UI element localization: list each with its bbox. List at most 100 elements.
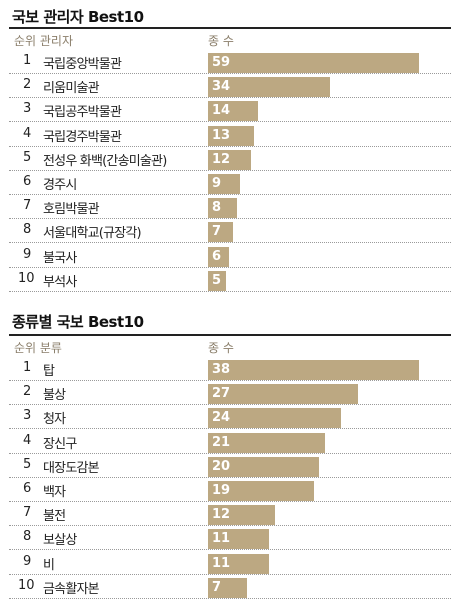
value-label: 12: [212, 151, 231, 167]
rank-label: 8: [23, 529, 32, 545]
category-label: 청자: [43, 412, 66, 428]
category-label: 불전: [43, 509, 66, 525]
category-label: 부석사: [43, 274, 77, 290]
chart-title: 국보 관리자 Best10: [12, 8, 144, 26]
bar: [208, 505, 275, 526]
category-label: 불국사: [43, 250, 77, 266]
bar-row: 5 전성우 화백(간송미술관) 12: [9, 146, 451, 171]
category-label: 국립경주박물관: [43, 129, 122, 145]
value-label: 19: [212, 483, 231, 498]
rank-label: 10: [18, 577, 35, 593]
category-label: 국립공주박물관: [43, 105, 122, 121]
bar: [208, 149, 251, 170]
bar-row: 4 국립경주박물관 13: [9, 122, 451, 147]
header-rule: [9, 27, 451, 29]
bar: [208, 174, 241, 194]
bar-row: 7 불전 12: [9, 501, 451, 527]
category-label: 리움미술관: [43, 81, 100, 97]
bar: [208, 481, 314, 501]
rank-label: 3: [23, 408, 32, 424]
category-label: 보살상: [43, 533, 77, 549]
rank-column-header: 순위 분류: [14, 341, 62, 355]
rank-label: 4: [23, 432, 32, 448]
value-label: 24: [212, 410, 231, 426]
value-label: 20: [212, 458, 231, 474]
rank-label: 7: [23, 505, 32, 521]
bar: [208, 360, 419, 380]
value-column-header: 종 수: [208, 34, 234, 48]
bar: [208, 101, 259, 122]
value-label: 5: [212, 272, 222, 288]
chart-panel-type: 종류별 국보 Best10 순위 분류 종 수 1 탑 38 2 불상 27 3 청자 24 4 장…: [0, 306, 457, 604]
category-label: 국립중앙박물관: [43, 57, 122, 72]
rank-label: 4: [23, 125, 32, 141]
bar: [208, 432, 325, 453]
rank-column-header: 순위 관리자: [14, 34, 74, 48]
rank-label: 7: [23, 198, 32, 214]
bar-row: 9 비 11: [9, 550, 451, 575]
value-label: 13: [212, 127, 231, 143]
value-label: 12: [212, 507, 231, 523]
bar-row: 6 백자 19: [9, 477, 451, 502]
value-label: 11: [212, 531, 231, 547]
bar-row: 1 탑 38: [9, 356, 451, 381]
bar-row: 1 국립중앙박물관 59: [9, 49, 451, 74]
bar: [208, 125, 255, 146]
value-label: 6: [212, 248, 222, 264]
bar: [208, 246, 230, 267]
category-label: 백자: [43, 485, 66, 500]
bar-row: 6 경주시 9: [9, 170, 451, 195]
rank-label: 8: [23, 222, 32, 238]
bar: [208, 456, 320, 477]
value-column-header: 종 수: [208, 341, 234, 355]
category-label: 금속활자본: [43, 581, 100, 597]
rank-label: 1: [23, 53, 32, 68]
bar: [208, 270, 226, 291]
category-label: 비: [43, 557, 55, 573]
rank-label: 6: [23, 174, 32, 189]
chart-panel-custodian: 국보 관리자 Best10 순위 관리자 종 수 1 국립중앙박물관 59 2 리움미술…: [0, 0, 457, 292]
bar-row: 7 호림박물관 8: [9, 194, 451, 220]
value-label: 7: [212, 579, 222, 595]
bar: [208, 222, 234, 243]
category-label: 탑: [43, 364, 55, 379]
header-rule: [9, 334, 451, 336]
rank-label: 5: [23, 456, 32, 472]
bar: [208, 53, 419, 73]
category-label: 경주시: [43, 178, 77, 193]
category-label: 장신구: [43, 436, 77, 452]
bar: [208, 553, 270, 574]
value-label: 27: [212, 386, 231, 402]
bar-row: 2 리움미술관 34: [9, 73, 451, 99]
value-label: 9: [212, 176, 222, 191]
category-label: 호림박물관: [43, 202, 100, 218]
bar-row: 8 서울대학교(규장각) 7: [9, 218, 451, 244]
bar: [208, 198, 237, 219]
bar: [208, 577, 247, 598]
rank-label: 2: [23, 384, 32, 400]
bar-row: 10 금속활자본 7: [9, 574, 451, 599]
value-label: 14: [212, 103, 231, 119]
chart-title: 종류별 국보 Best10: [12, 313, 144, 331]
bar: [208, 529, 270, 550]
rank-label: 3: [23, 101, 32, 117]
rank-label: 5: [23, 149, 32, 165]
rank-label: 10: [18, 270, 35, 286]
bar-row: 8 보살상 11: [9, 525, 451, 551]
rank-label: 6: [23, 481, 32, 496]
bar-row: 3 청자 24: [9, 404, 451, 430]
bar: [208, 384, 358, 405]
value-label: 59: [212, 55, 231, 70]
bar-row: 9 불국사 6: [9, 243, 451, 268]
category-label: 서울대학교(규장각): [43, 226, 142, 242]
value-label: 34: [212, 79, 231, 95]
bar-row: 3 국립공주박물관 14: [9, 97, 451, 123]
value-label: 21: [212, 434, 231, 450]
value-label: 38: [212, 362, 231, 377]
category-label: 대장도감본: [43, 460, 100, 476]
value-label: 11: [212, 555, 231, 571]
bar: [208, 77, 330, 98]
rank-label: 1: [23, 360, 32, 375]
category-label: 전성우 화백(간송미술관): [43, 153, 167, 169]
bar-row: 10 부석사 5: [9, 267, 451, 292]
